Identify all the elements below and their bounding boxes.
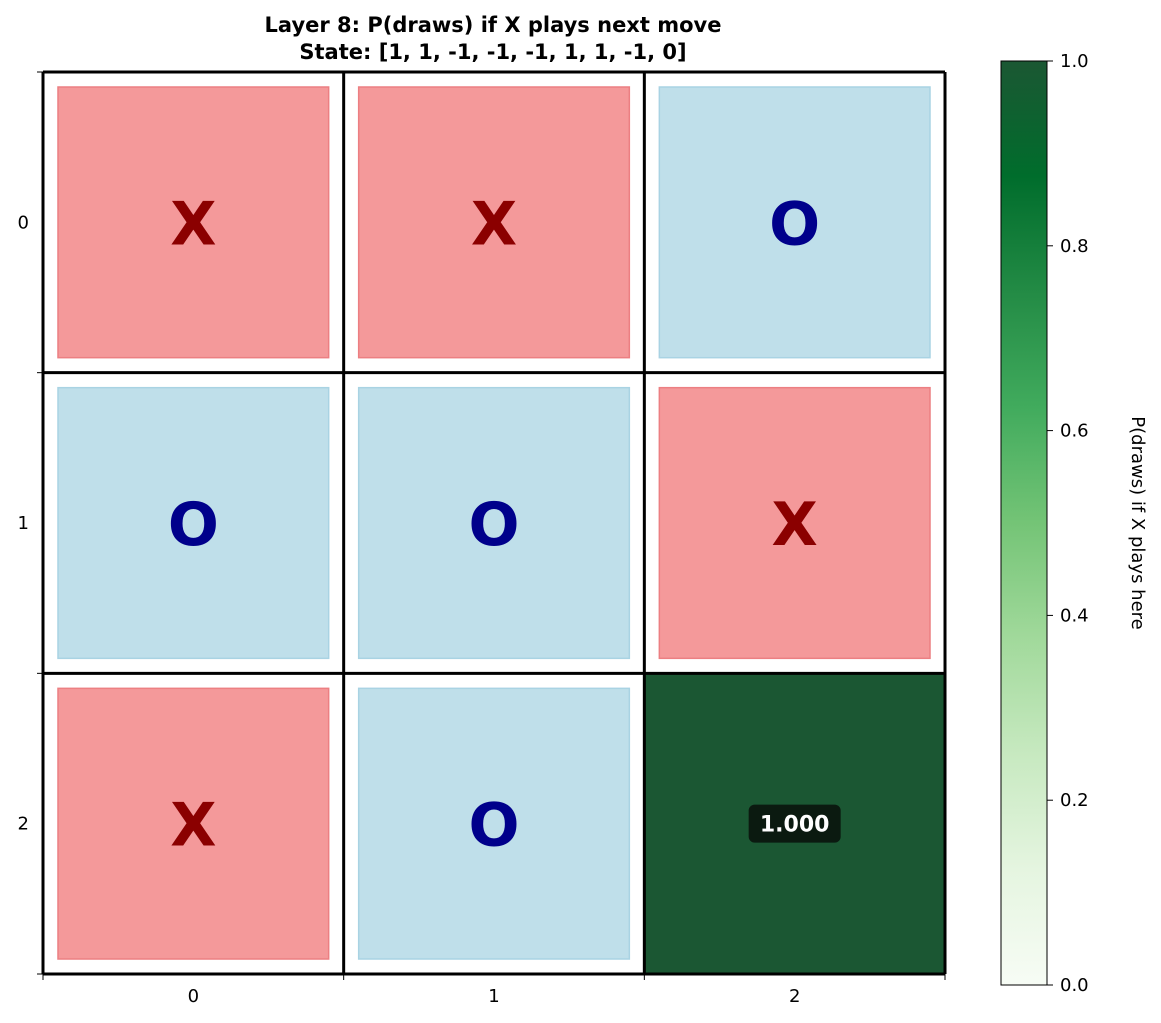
- colorbar-tick-label: 1.0: [1060, 51, 1089, 72]
- cell-2-1: [357, 687, 631, 960]
- colorbar-gradient: [1000, 60, 1048, 986]
- colorbar-tick-label: 0.0: [1060, 975, 1089, 996]
- cell-2-0: [57, 687, 330, 960]
- y-tick-label: 2: [18, 814, 29, 835]
- cell-mark-0-1: X: [471, 189, 517, 259]
- chart-subtitle: State: [1, 1, -1, -1, -1, 1, 1, -1, 0]: [299, 40, 686, 64]
- cell-1-2: [658, 386, 931, 660]
- cell-mark-1-1: O: [468, 490, 519, 560]
- cell-mark-1-2: X: [772, 490, 818, 560]
- colorbar-ticks: 0.0 0.2 0.4 0.6 0.8 1.0: [1047, 51, 1089, 996]
- value-label-box-2-2: [748, 804, 841, 843]
- value-label-2-2: 1.000: [760, 813, 830, 838]
- colorbar-tick-label: 0.4: [1060, 605, 1089, 626]
- cell-mark-2-1: O: [468, 791, 519, 861]
- chart-title: Layer 8: P(draws) if X plays next move: [265, 13, 722, 37]
- x-tick-label: 1: [488, 986, 499, 1007]
- colorbar-label: P(draws) if X plays here: [1127, 416, 1148, 629]
- cell-0-1: [357, 86, 631, 359]
- cell-mark-0-2: O: [769, 189, 820, 259]
- axes: 0 1 2 0 1 2: [18, 71, 946, 1007]
- cell-mark-1-0: O: [168, 490, 219, 560]
- colorbar-tick-label: 0.2: [1060, 790, 1089, 811]
- x-tick-label: 0: [188, 986, 199, 1007]
- board: X X O O O X X O 1.000: [41, 70, 947, 976]
- cell-1-1: [357, 386, 631, 660]
- cell-mark-0-0: X: [170, 189, 216, 259]
- y-tick-label: 0: [18, 212, 29, 233]
- colorbar: 0.0 0.2 0.4 0.6 0.8 1.0 P(draws) if X plays h…: [1000, 51, 1148, 996]
- x-tick-label: 2: [789, 986, 800, 1007]
- cell-mark-2-0: X: [170, 791, 216, 861]
- colorbar-tick-label: 0.6: [1060, 421, 1089, 442]
- y-tick-label: 1: [18, 513, 29, 534]
- cell-0-0: [57, 86, 330, 359]
- cell-0-2: [658, 86, 931, 359]
- cell-1-0: [57, 386, 330, 660]
- colorbar-tick-label: 0.8: [1060, 236, 1089, 257]
